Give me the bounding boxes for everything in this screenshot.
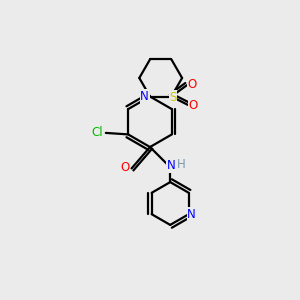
Text: O: O	[120, 161, 130, 174]
Text: N: N	[187, 208, 196, 221]
Text: S: S	[169, 91, 177, 103]
Text: N: N	[140, 90, 149, 103]
Text: O: O	[188, 78, 197, 91]
Text: O: O	[188, 99, 198, 112]
Text: Cl: Cl	[92, 126, 103, 140]
Text: N: N	[167, 159, 176, 172]
Text: H: H	[177, 158, 186, 171]
